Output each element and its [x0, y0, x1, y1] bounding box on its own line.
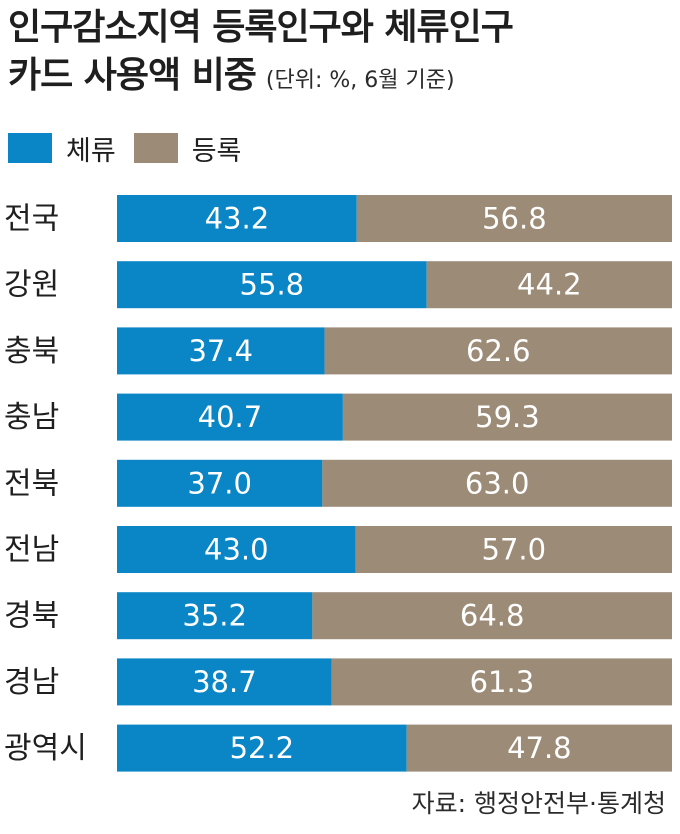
data-label: 37.0 [187, 466, 252, 500]
legend-swatch-stay [8, 133, 52, 163]
category-label: 충남 [4, 400, 59, 435]
category-label: 강원 [4, 268, 59, 303]
bar-segment-registered [324, 327, 672, 375]
data-label: 35.2 [182, 599, 247, 633]
bar-segment-registered [406, 724, 672, 772]
category-label: 전국 [4, 202, 59, 237]
data-label: 56.8 [482, 202, 547, 236]
data-label: 43.0 [204, 533, 269, 567]
bar-segment-stay [117, 261, 427, 309]
title-line-2-text: 카드 사용액 비중 [8, 55, 257, 96]
bar-segment-registered [426, 261, 672, 309]
data-label: 59.3 [475, 400, 540, 434]
category-label: 충북 [4, 334, 59, 369]
data-label: 55.8 [240, 268, 305, 302]
category-label: 경북 [4, 599, 59, 634]
bar-segment-stay [117, 459, 323, 507]
bar-segment-stay [117, 592, 313, 640]
data-label: 44.2 [517, 268, 582, 302]
category-label: 경남 [4, 665, 59, 700]
title-line-2: 카드 사용액 비중 (단위: %, 6월 기준) [8, 52, 513, 105]
bar-segment-registered [355, 526, 672, 573]
data-label: 63.0 [465, 466, 530, 500]
title-line-1: 인구감소지역 등록인구와 체류인구 [8, 7, 514, 48]
category-label: 광역시 [4, 731, 87, 766]
bar-segment-stay [117, 393, 343, 441]
bar-segment-registered [331, 658, 672, 706]
bar-segment-registered [312, 592, 672, 640]
bar-segment-stay [117, 195, 357, 242]
data-label: 61.3 [470, 665, 535, 699]
data-label: 62.6 [466, 334, 531, 368]
category-label: 전남 [4, 533, 59, 568]
data-label: 43.2 [205, 202, 270, 236]
data-label: 64.8 [460, 599, 525, 633]
bar-segment-registered [322, 459, 672, 507]
source-note: 자료: 행정안전부·통계청 [411, 789, 666, 818]
data-label: 47.8 [507, 731, 572, 765]
data-label: 57.0 [482, 533, 547, 567]
bar-segment-registered [356, 195, 672, 242]
data-label: 40.7 [198, 400, 263, 434]
bar-segment-stay [117, 526, 356, 573]
data-label: 38.7 [192, 665, 257, 699]
bar-segment-stay [117, 658, 332, 706]
bar-segment-stay [117, 724, 407, 772]
bar-segment-registered [342, 393, 672, 441]
data-label: 52.2 [230, 731, 295, 765]
chart-title: 인구감소지역 등록인구와 체류인구 카드 사용액 비중 (단위: %, 6월 기준… [8, 4, 514, 105]
category-label: 전북 [4, 466, 59, 501]
legend: 체류 등록 [8, 130, 259, 167]
data-label: 37.4 [188, 334, 253, 368]
legend-swatch-registered [133, 133, 178, 163]
legend-label-registered: 등록 [191, 135, 242, 167]
legend-label-stay: 체류 [66, 135, 116, 167]
unit-note: (단위: %, 6월 기준) [265, 68, 455, 93]
bar-segment-stay [117, 327, 325, 375]
